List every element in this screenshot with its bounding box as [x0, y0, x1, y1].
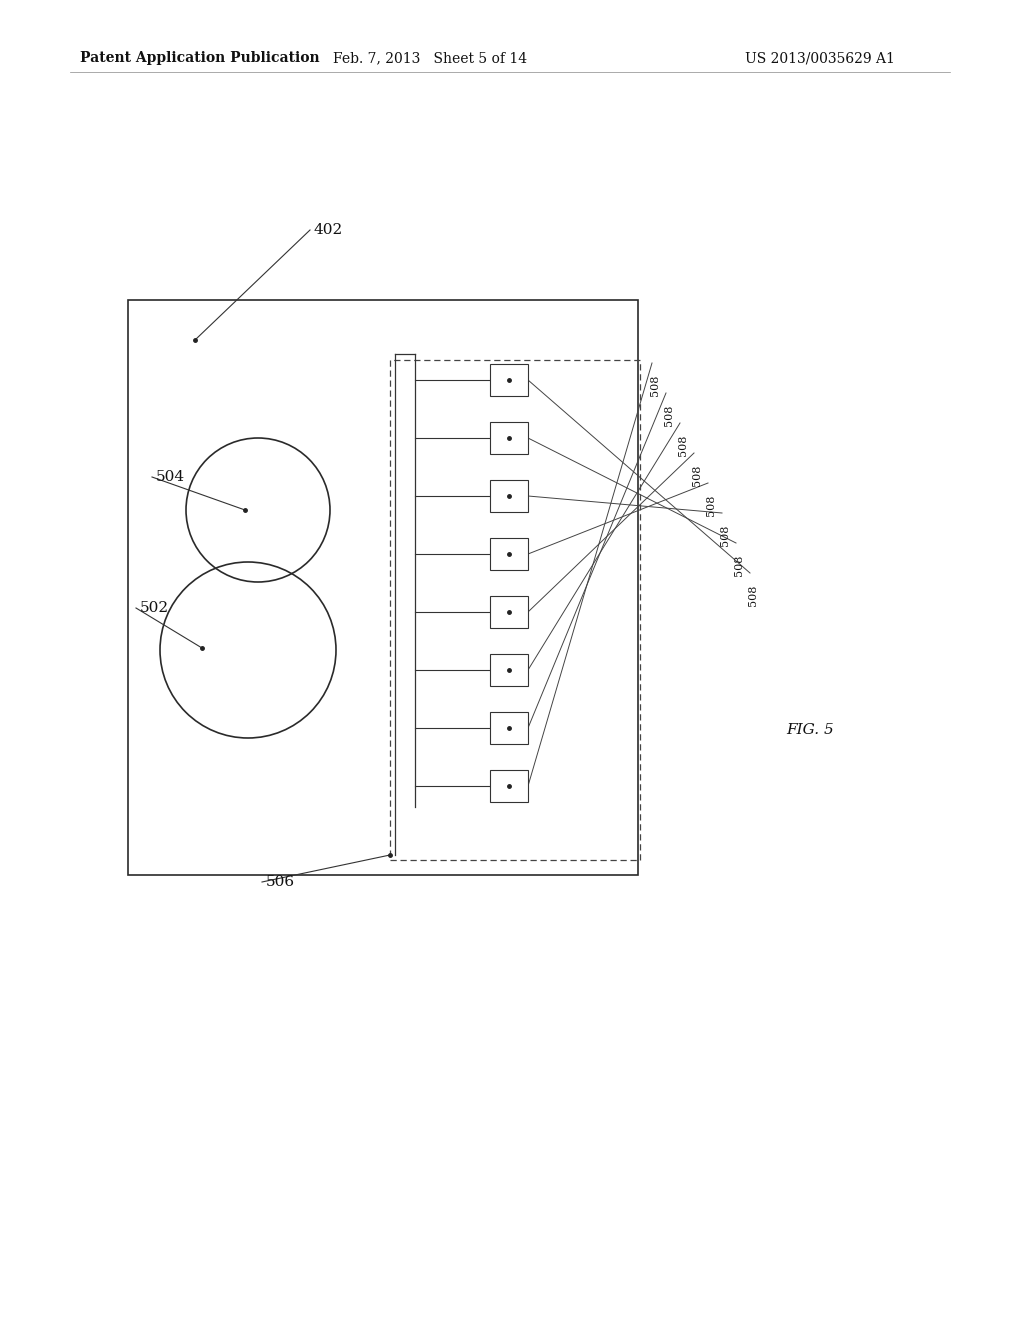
Bar	[390, 360, 640, 861]
Text: 508: 508	[664, 405, 674, 426]
Bar	[490, 711, 528, 744]
Bar	[490, 653, 528, 686]
Text: 508: 508	[748, 585, 758, 606]
Text: 508: 508	[720, 525, 730, 546]
Text: 506: 506	[266, 875, 295, 888]
Text: US 2013/0035629 A1: US 2013/0035629 A1	[745, 51, 895, 65]
Text: 508: 508	[650, 375, 660, 396]
Text: Patent Application Publication: Patent Application Publication	[80, 51, 319, 65]
Text: 508: 508	[678, 436, 688, 457]
Text: 508: 508	[706, 495, 716, 516]
Bar	[490, 480, 528, 512]
Bar	[490, 539, 528, 570]
Text: 502: 502	[140, 601, 169, 615]
Text: 508: 508	[734, 554, 744, 577]
Bar	[490, 364, 528, 396]
Text: 508: 508	[692, 465, 702, 486]
Bar	[490, 422, 528, 454]
Bar	[490, 597, 528, 628]
Text: 402: 402	[314, 223, 343, 238]
Text: 504: 504	[156, 470, 185, 484]
Bar	[490, 770, 528, 803]
Text: Feb. 7, 2013   Sheet 5 of 14: Feb. 7, 2013 Sheet 5 of 14	[333, 51, 527, 65]
Bar	[128, 300, 638, 875]
Text: FIG. 5: FIG. 5	[786, 723, 834, 737]
